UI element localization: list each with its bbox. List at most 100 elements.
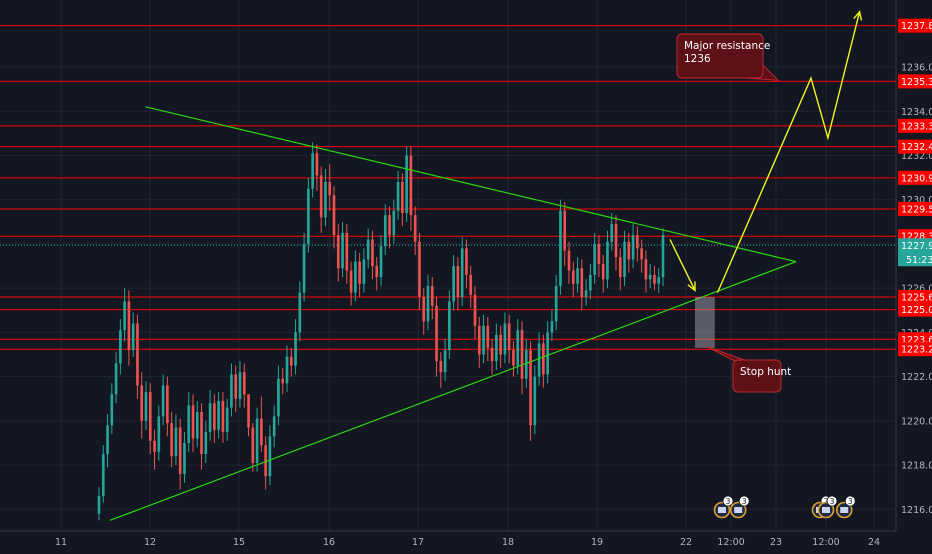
candle-up xyxy=(589,274,592,291)
candle-down xyxy=(247,394,250,428)
candle-down xyxy=(328,182,332,196)
projection-down-arrowhead xyxy=(687,281,696,292)
candle-down xyxy=(375,266,379,278)
candle-down xyxy=(542,343,545,375)
candle-down xyxy=(127,301,131,351)
candle-up xyxy=(131,323,135,351)
price-tick-label: 1232.00 xyxy=(901,151,932,162)
candle-up xyxy=(396,182,400,211)
candles xyxy=(97,142,665,521)
price-tick-label: 1230.00 xyxy=(901,195,932,206)
candle-up xyxy=(204,431,208,455)
candle-down xyxy=(653,274,656,284)
candle-down xyxy=(640,248,643,260)
candle-down xyxy=(200,412,203,455)
badge-count: 2 xyxy=(824,497,829,506)
callout-box xyxy=(676,33,764,79)
countdown-label: 51:23 xyxy=(906,255,932,266)
candle-up xyxy=(657,277,661,284)
candle-down xyxy=(413,215,417,242)
time-tick-label: 12 xyxy=(144,537,156,548)
candle-up xyxy=(298,292,302,333)
level-price-tag xyxy=(898,201,932,216)
candle-down xyxy=(465,248,468,275)
trendline-upper xyxy=(145,106,797,263)
candle-up xyxy=(379,246,383,278)
candle-down xyxy=(571,270,575,284)
level-price-label: 1233.34 xyxy=(901,121,932,132)
candle-down xyxy=(477,325,481,355)
time-tick-label: 15 xyxy=(233,537,245,548)
candle-down xyxy=(136,323,139,386)
level-price-label: 1225.03 xyxy=(901,305,932,316)
price-tick-label: 1222.00 xyxy=(901,372,932,383)
level-price-label: 1235.35 xyxy=(901,77,932,88)
price-tick-label: 1218.00 xyxy=(901,461,932,472)
time-axis[interactable]: 11 12 15 16 17 18 19 22 12:00 23 12:00 24 xyxy=(0,530,932,550)
candle-down xyxy=(260,418,263,446)
current-price-label: 1227.94 xyxy=(901,241,932,252)
price-tick-label: 1234.00 xyxy=(901,107,932,118)
candle-up xyxy=(392,210,396,236)
support-resistance-levels xyxy=(0,25,896,350)
badge-count: 3 xyxy=(742,497,747,506)
candle-up xyxy=(366,239,370,260)
level-price-label: 1230.99 xyxy=(901,173,932,184)
event-badge: 3 xyxy=(817,495,838,519)
candle-down xyxy=(148,392,152,441)
candle-down xyxy=(601,263,605,280)
trendlines xyxy=(109,106,797,521)
projection-layer xyxy=(669,10,863,293)
candle-down xyxy=(473,294,477,326)
candle-down xyxy=(627,241,631,260)
candle-down xyxy=(281,378,285,384)
candle-down xyxy=(251,427,255,463)
candle-down xyxy=(636,235,639,249)
candle-up xyxy=(524,350,528,379)
candle-up xyxy=(383,215,387,247)
candle-up xyxy=(546,332,549,375)
price-tick-label: 1236.00 xyxy=(901,63,932,74)
candle-down xyxy=(358,261,361,284)
flag-icon-fill xyxy=(718,507,726,513)
candle-up xyxy=(106,425,109,455)
callout-stop-hunt: Stop hunt xyxy=(706,346,791,393)
candle-up xyxy=(97,496,101,514)
projection-down-leg xyxy=(669,239,696,291)
candle-up xyxy=(183,442,186,474)
candle-down xyxy=(529,350,532,426)
current-price-tag xyxy=(898,238,932,267)
candle-up xyxy=(405,155,408,213)
candle-up xyxy=(157,416,161,452)
candle-down xyxy=(499,334,502,355)
candle-down xyxy=(371,239,374,267)
event-badge: 3 xyxy=(835,495,856,519)
candle-down xyxy=(567,250,571,271)
candle-up xyxy=(277,378,280,417)
level-price-tag xyxy=(898,74,932,89)
candle-down xyxy=(439,361,443,373)
candle-down xyxy=(486,325,490,348)
candle-up xyxy=(426,285,430,322)
time-tick-label: 18 xyxy=(502,537,514,548)
price-axis-bg xyxy=(896,0,932,550)
candle-up xyxy=(174,427,178,457)
time-axis-bg xyxy=(0,531,932,550)
price-tick-label: 1226.00 xyxy=(901,284,932,295)
price-axis[interactable]: 1216.001218.001220.001222.001224.001226.… xyxy=(895,0,932,550)
candle-down xyxy=(388,215,391,236)
candle-up xyxy=(550,321,554,333)
candle-up xyxy=(482,325,485,355)
candle-up xyxy=(110,394,114,426)
level-price-tag xyxy=(898,18,932,33)
candle-down xyxy=(289,356,293,366)
flag-icon-fill xyxy=(822,507,830,513)
candle-up xyxy=(593,243,596,275)
time-tick-label: 22 xyxy=(680,537,692,548)
candle-up xyxy=(119,330,122,364)
candle-down xyxy=(580,268,584,298)
